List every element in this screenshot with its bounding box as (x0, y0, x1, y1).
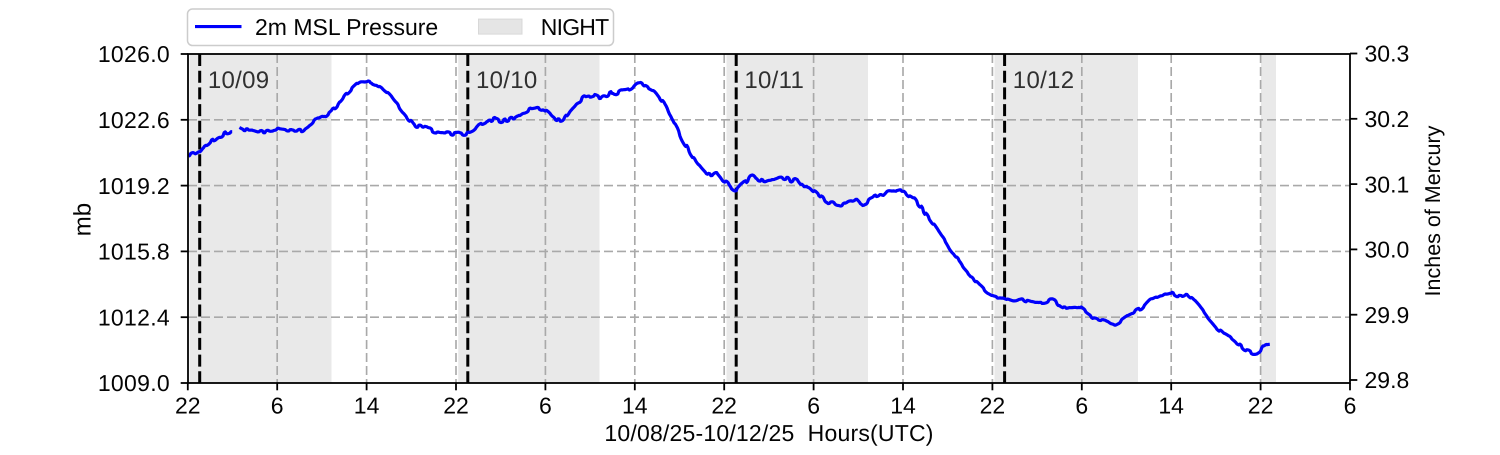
svg-text:30.3: 30.3 (1365, 41, 1410, 67)
svg-text:1012.4: 1012.4 (98, 304, 170, 330)
svg-text:14: 14 (354, 392, 380, 418)
svg-text:22: 22 (980, 392, 1006, 418)
svg-text:30.0: 30.0 (1365, 237, 1410, 263)
svg-text:29.9: 29.9 (1365, 302, 1410, 328)
svg-text:Inches of Mercury: Inches of Mercury (1421, 125, 1445, 296)
svg-text:30.1: 30.1 (1365, 171, 1410, 197)
svg-text:30.2: 30.2 (1365, 106, 1410, 132)
svg-text:1015.8: 1015.8 (98, 239, 170, 265)
svg-text:22: 22 (443, 392, 469, 418)
svg-text:22: 22 (175, 392, 201, 418)
svg-text:14: 14 (1158, 392, 1184, 418)
svg-text:14: 14 (890, 392, 916, 418)
svg-text:10/10: 10/10 (476, 67, 538, 94)
svg-text:1019.2: 1019.2 (98, 173, 170, 199)
svg-text:22: 22 (1248, 392, 1274, 418)
svg-text:6: 6 (539, 392, 552, 418)
svg-text:6: 6 (1344, 392, 1357, 418)
svg-text:14: 14 (622, 392, 648, 418)
svg-text:NIGHT: NIGHT (541, 14, 609, 40)
svg-text:10/11: 10/11 (744, 67, 804, 94)
svg-text:2m MSL Pressure: 2m MSL Pressure (255, 14, 438, 40)
svg-text:1022.6: 1022.6 (98, 107, 170, 133)
svg-text:6: 6 (807, 392, 820, 418)
svg-text:mb: mb (70, 203, 97, 236)
svg-text:22: 22 (711, 392, 737, 418)
svg-text:10/09: 10/09 (208, 67, 270, 94)
svg-text:10/08/25-10/12/25 Hours(UTC): 10/08/25-10/12/25 Hours(UTC) (604, 420, 933, 446)
svg-text:6: 6 (1075, 392, 1088, 418)
svg-text:10/12: 10/12 (1013, 67, 1075, 94)
svg-text:1026.0: 1026.0 (98, 41, 170, 67)
svg-text:1009.0: 1009.0 (98, 370, 170, 396)
svg-text:29.8: 29.8 (1365, 367, 1410, 393)
svg-text:6: 6 (271, 392, 284, 418)
